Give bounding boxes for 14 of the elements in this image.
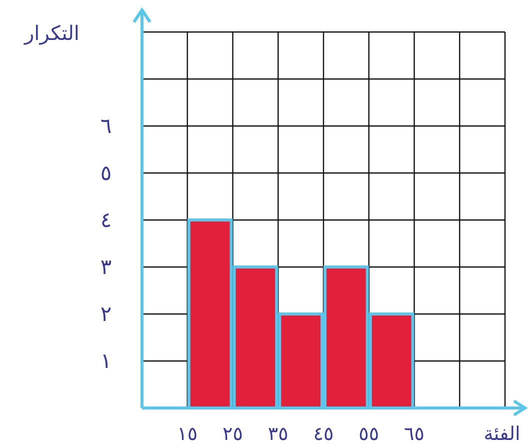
y-axis-title: التكرار (24, 21, 80, 45)
x-tick-label: ٥٥ (358, 423, 380, 445)
y-tick-label: ٦ (100, 114, 112, 138)
x-tick-label: ٢٥ (222, 423, 243, 445)
x-tick-label: ٦٥ (404, 423, 424, 445)
y-tick-label: ٣ (100, 255, 112, 279)
y-tick-label: ٥ (100, 161, 112, 185)
y-tick-label: ١ (100, 349, 112, 373)
y-tick-label: ٤ (100, 208, 112, 232)
y-tick-label: ٢ (100, 302, 112, 326)
x-tick-label: ٤٥ (313, 423, 334, 445)
x-tick-label: ١٥ (177, 423, 198, 445)
x-axis-title: الفئة (484, 423, 520, 445)
x-tick-label: ٣٥ (268, 423, 288, 445)
